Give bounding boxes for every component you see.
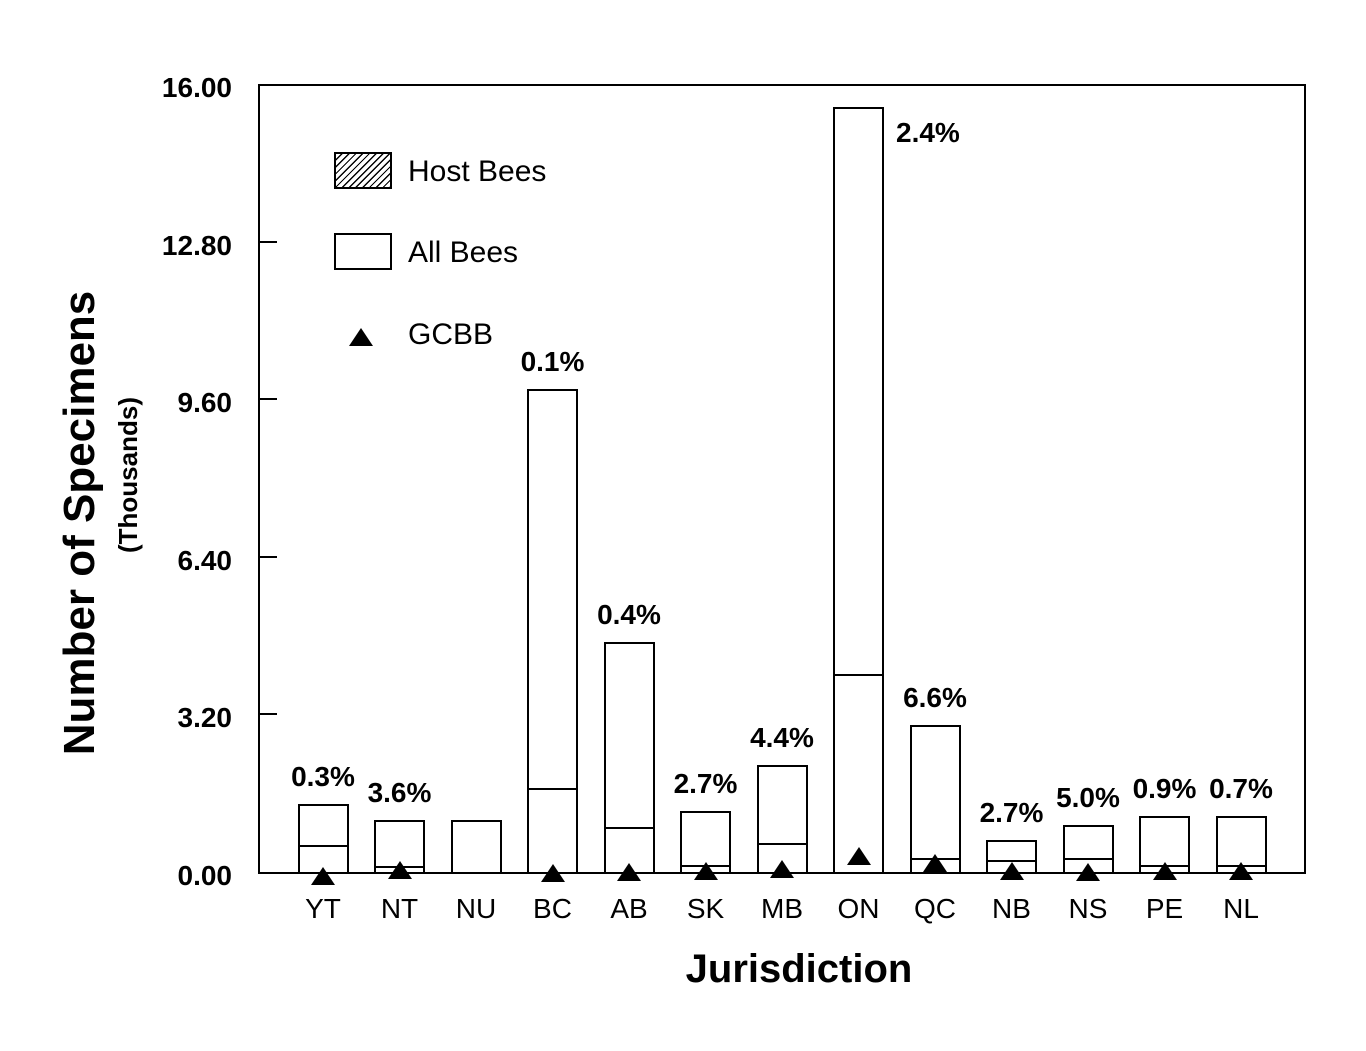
pct-label: 4.4% xyxy=(750,721,814,753)
gcbb-marker xyxy=(846,846,871,865)
x-tick-label: AB xyxy=(610,893,648,924)
x-tick-label: NS xyxy=(1068,893,1108,924)
y-axis-subtitle: (Thousands) xyxy=(113,397,143,553)
x-tick-label: PE xyxy=(1145,893,1184,924)
gcbb-marker xyxy=(1152,862,1177,880)
gcbb-marker xyxy=(617,863,641,881)
pct-label: 2.7% xyxy=(673,768,738,800)
gcbb-marker xyxy=(311,866,335,885)
gcbb-marker xyxy=(923,853,947,872)
host-bees-swatch-icon xyxy=(334,152,392,189)
pct-label: 0.4% xyxy=(597,598,661,630)
pct-label: 0.9% xyxy=(1132,773,1197,805)
x-tick-label: NL xyxy=(1223,893,1259,924)
plot-area xyxy=(258,84,1306,874)
host-bees-bar xyxy=(603,826,655,874)
y-tick-mark xyxy=(260,555,277,558)
y-tick-label: 3.20 xyxy=(177,702,233,734)
x-tick-label: QC xyxy=(914,893,956,924)
legend-label-host-bees: Host Bees xyxy=(408,155,547,188)
y-tick-label: 9.60 xyxy=(177,387,233,419)
x-tick-label: YT xyxy=(305,893,341,924)
x-tick-label: NT xyxy=(380,893,419,924)
host-bees-bar xyxy=(833,673,884,874)
y-tick-mark xyxy=(260,398,277,401)
gcbb-marker xyxy=(693,862,718,880)
x-tick-label: BC xyxy=(533,893,572,924)
pct-label: 0.1% xyxy=(520,346,585,378)
x-tick-label: ON xyxy=(837,893,880,924)
all-bees-bar xyxy=(909,725,961,874)
pct-label: 0.3% xyxy=(291,761,355,793)
x-tick-label: MB xyxy=(761,893,803,924)
y-tick-mark xyxy=(260,240,277,243)
pct-label: 0.7% xyxy=(1209,773,1273,805)
y-tick-mark xyxy=(260,713,277,716)
gcbb-marker xyxy=(1076,863,1100,881)
x-tick-label: NU xyxy=(455,893,497,924)
gcbb-marker xyxy=(1229,862,1253,880)
pct-label: 5.0% xyxy=(1056,781,1120,813)
x-axis-title: Jurisdiction xyxy=(685,947,913,991)
legend-label-gcbb: GCBB xyxy=(408,318,494,351)
pct-label: 2.4% xyxy=(896,117,960,149)
gcbb-marker xyxy=(770,859,794,878)
x-tick-label: SK xyxy=(686,893,725,924)
pct-label: 2.7% xyxy=(979,797,1044,829)
y-tick-label: 12.80 xyxy=(161,229,232,261)
pct-label: 6.6% xyxy=(903,682,967,714)
pct-label: 3.6% xyxy=(367,777,432,809)
all-bees-swatch-icon xyxy=(334,233,392,270)
x-tick-label: NB xyxy=(992,893,1031,924)
host-bees-bar xyxy=(527,788,578,874)
all-bees-bar xyxy=(450,820,502,874)
legend-label-all-bees: All Bees xyxy=(408,236,519,269)
y-tick-label: 6.40 xyxy=(177,544,233,576)
y-axis-title: Number of Specimens xyxy=(55,290,104,756)
gcbb-marker xyxy=(540,863,565,882)
y-tick-label: 16.00 xyxy=(161,72,232,103)
gcbb-marker xyxy=(387,861,412,880)
gcbb-triangle-icon xyxy=(349,328,373,346)
gcbb-marker xyxy=(999,861,1024,880)
y-tick-label: 0.00 xyxy=(177,860,233,891)
